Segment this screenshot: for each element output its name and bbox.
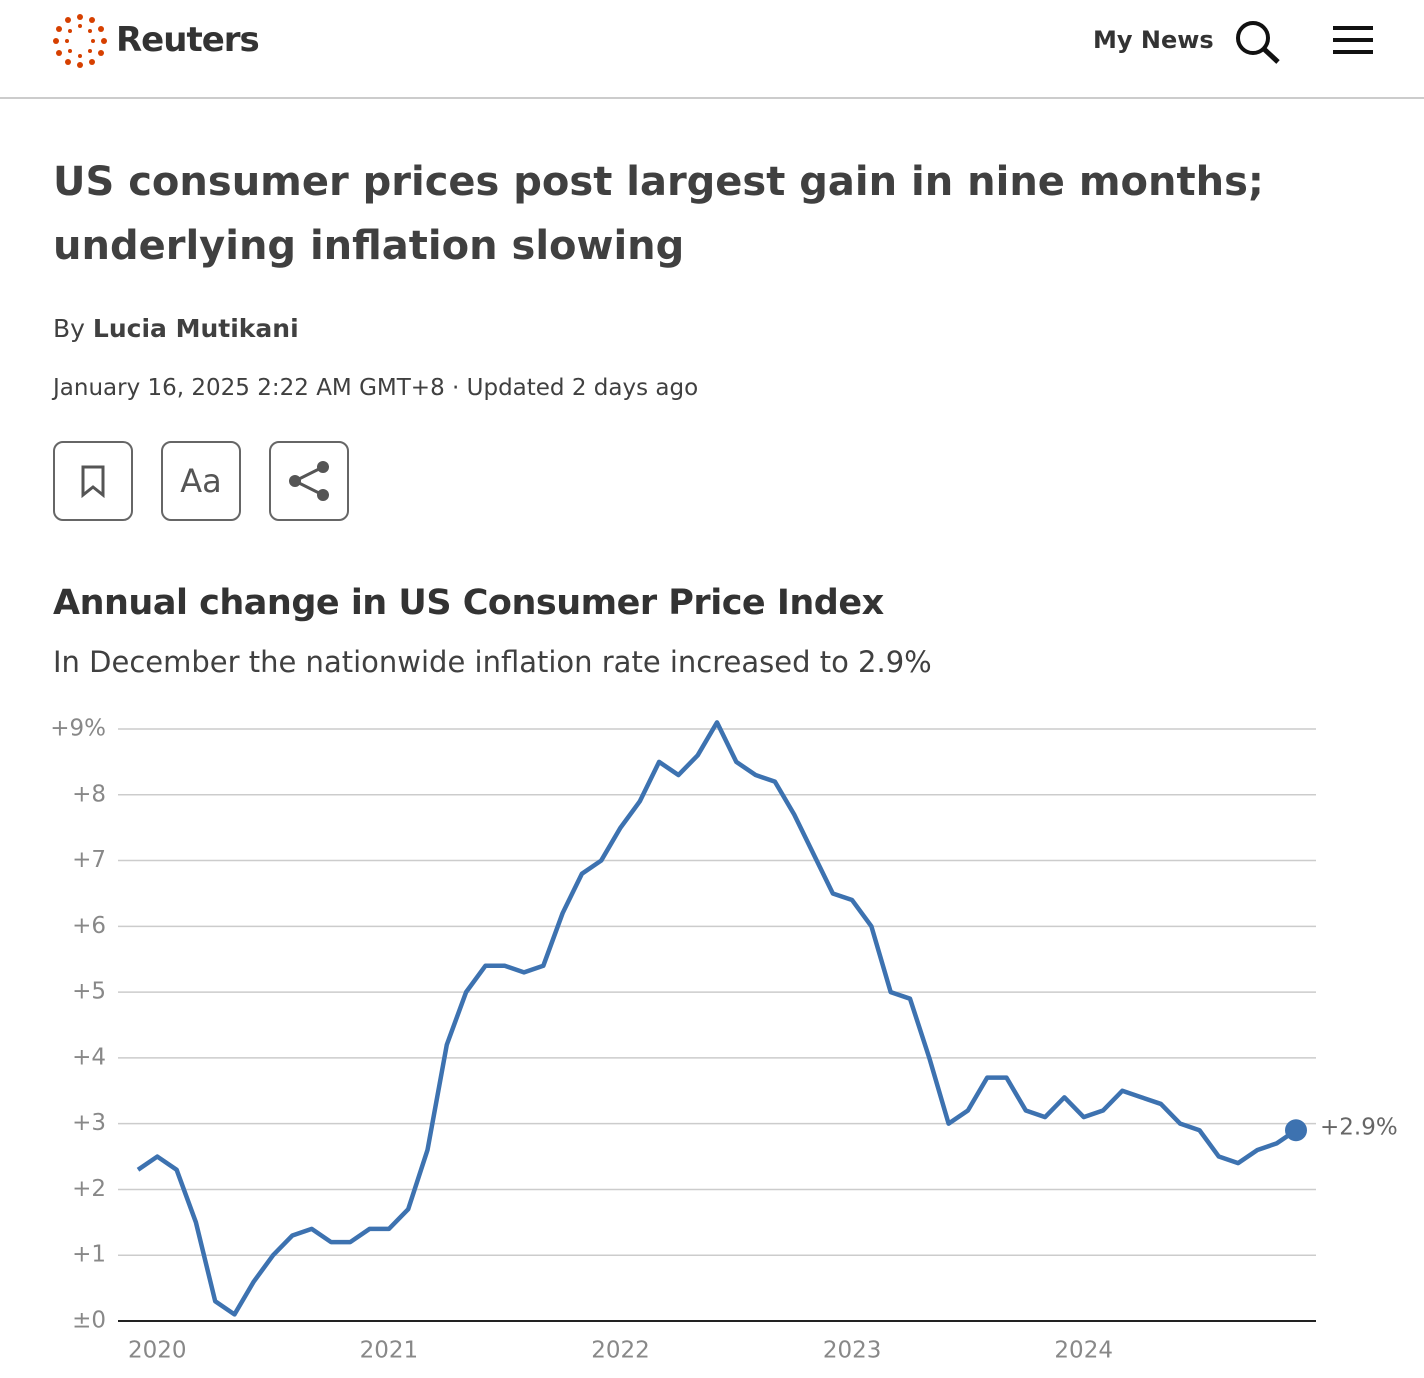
end-point (1285, 1119, 1307, 1142)
x-tick-label: 2022 (591, 1338, 650, 1364)
x-tick-label: 2021 (360, 1338, 419, 1364)
cpi-line (136, 720, 1298, 1317)
y-tick-label: +8 (72, 781, 106, 807)
dateline: January 16, 2025 2:22 AM GMT+8 · Updated… (53, 375, 699, 401)
byline: By Lucia Mutikani (53, 314, 299, 343)
author[interactable]: Lucia Mutikani (92, 314, 299, 343)
x-tick-label: 2020 (128, 1338, 187, 1364)
logo[interactable] (52, 13, 108, 69)
y-tick-label: +4 (72, 1044, 106, 1070)
y-tick-label: +1 (72, 1242, 106, 1268)
my-news-link[interactable]: My News (1093, 26, 1214, 54)
y-tick-label: +6 (72, 913, 106, 939)
chart-subtitle: In December the nationwide inflation rat… (53, 645, 932, 679)
header: Reuters My News (0, 0, 1424, 99)
share-icon (289, 461, 329, 501)
headline: US consumer prices post largest gain in … (53, 159, 1264, 269)
x-tick-label: 2023 (823, 1338, 882, 1364)
y-tick-label: +3 (72, 1110, 106, 1136)
bookmark-icon (81, 465, 105, 498)
y-tick-label: +5 (72, 979, 106, 1005)
y-tick-label: +9% (50, 716, 106, 742)
font-button[interactable]: Aa (161, 441, 241, 521)
share-button[interactable] (269, 441, 349, 521)
value-label: +2.9% (1320, 1115, 1398, 1141)
y-tick-label: +7 (72, 847, 106, 873)
menu-icon[interactable] (1333, 24, 1373, 56)
chart-title: Annual change in US Consumer Price Index (53, 583, 884, 623)
bookmark-button[interactable] (53, 441, 133, 521)
brand[interactable]: Reuters (116, 20, 260, 60)
search-icon[interactable] (1234, 18, 1282, 66)
byline-prefix: By (53, 314, 85, 343)
x-tick-label: 2024 (1054, 1338, 1113, 1364)
y-tick-label: ±0 (72, 1308, 106, 1334)
y-tick-label: +2 (72, 1176, 106, 1202)
